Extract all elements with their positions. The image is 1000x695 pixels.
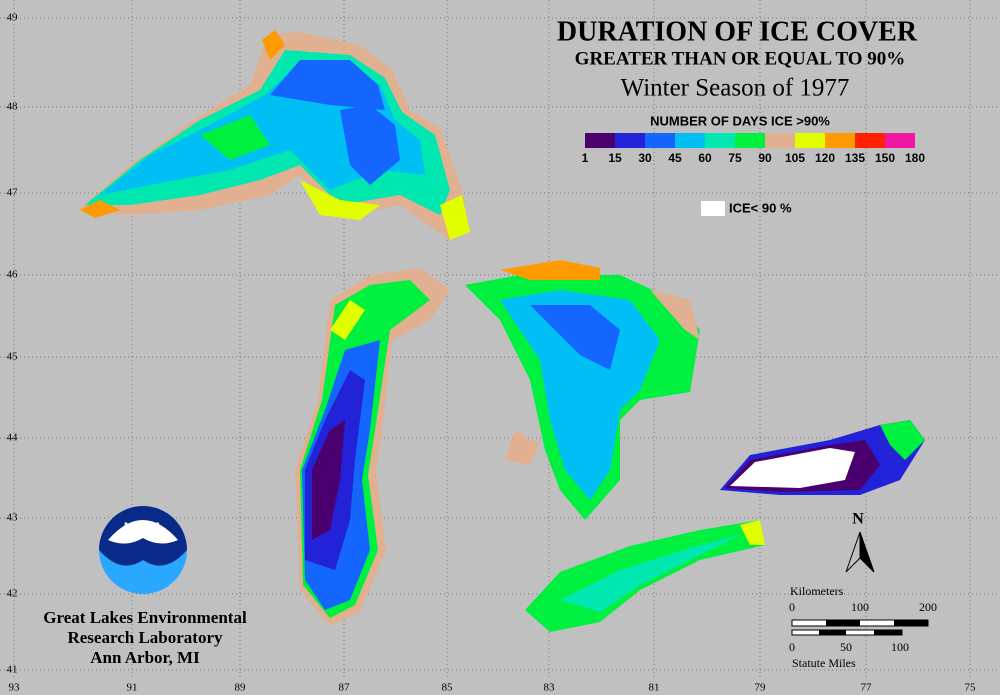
legend-swatch bbox=[675, 133, 705, 148]
legend-swatch bbox=[705, 133, 735, 148]
latitude-label: 47 bbox=[7, 187, 19, 199]
longitude-label: 93 bbox=[9, 682, 21, 694]
credit: Great Lakes Environmental bbox=[43, 608, 247, 627]
noaa-logo: NOAA bbox=[99, 506, 187, 594]
scale-km-tick: 100 bbox=[851, 600, 869, 614]
credit: Research Laboratory bbox=[67, 628, 223, 647]
longitude-label: 91 bbox=[127, 682, 138, 694]
longitude-label: 77 bbox=[861, 682, 873, 694]
lake-ontario bbox=[720, 420, 925, 495]
subtitle: GREATER THAN OR EQUAL TO 90% bbox=[575, 48, 906, 69]
scale-mi-title: Statute Miles bbox=[792, 656, 856, 670]
title: DURATION OF ICE COVER bbox=[557, 16, 918, 47]
legend-label: 75 bbox=[728, 151, 742, 165]
legend-label: 120 bbox=[815, 151, 835, 165]
legend-swatch bbox=[765, 133, 795, 148]
legend-label: 1 bbox=[582, 151, 589, 165]
scale-bar bbox=[791, 619, 929, 636]
north-arrow bbox=[859, 531, 875, 573]
legend-label: 45 bbox=[668, 151, 682, 165]
legend-swatch bbox=[885, 133, 915, 148]
legend-title: NUMBER OF DAYS ICE >90% bbox=[650, 113, 830, 128]
latitude-label: 48 bbox=[7, 101, 19, 113]
legend-swatch bbox=[795, 133, 825, 148]
legend-label: 135 bbox=[845, 151, 865, 165]
legend-label: 15 bbox=[608, 151, 622, 165]
legend-label: 105 bbox=[785, 151, 805, 165]
scale-km-tick: 200 bbox=[919, 600, 937, 614]
latitude-label: 46 bbox=[7, 269, 19, 281]
lake-huron bbox=[465, 260, 700, 520]
legend: 1 15 30 45 60 75 90 105 120 135 150 180 bbox=[582, 133, 925, 165]
legend-label: 30 bbox=[638, 151, 652, 165]
legend-label: 180 bbox=[905, 151, 925, 165]
legend-swatch bbox=[855, 133, 885, 148]
season: Winter Season of 1977 bbox=[621, 75, 850, 102]
latitude-label: 45 bbox=[7, 351, 19, 363]
legend-swatch bbox=[615, 133, 645, 148]
longitude-label: 75 bbox=[965, 682, 977, 694]
ice-note: ICE< 90 % bbox=[729, 200, 792, 215]
latitude-label: 42 bbox=[7, 588, 18, 600]
legend-label: 150 bbox=[875, 151, 895, 165]
longitude-label: 81 bbox=[649, 682, 660, 694]
legend-swatch bbox=[645, 133, 675, 148]
latitude-label: 41 bbox=[7, 664, 18, 676]
lake-superior bbox=[78, 30, 470, 240]
longitude-label: 87 bbox=[339, 682, 351, 694]
legend-swatch bbox=[735, 133, 765, 148]
credit: Ann Arbor, MI bbox=[90, 648, 200, 667]
scale-mi-tick: 50 bbox=[840, 640, 852, 654]
legend-label: 60 bbox=[698, 151, 712, 165]
scale-mi-tick: 100 bbox=[891, 640, 909, 654]
longitude-label: 89 bbox=[235, 682, 247, 694]
latitude-label: 43 bbox=[7, 512, 19, 524]
scale-km-title: Kilometers bbox=[790, 584, 844, 598]
latitude-label: 49 bbox=[7, 12, 19, 24]
ice-swatch bbox=[701, 201, 725, 216]
logo-text: NOAA bbox=[124, 519, 163, 534]
legend-swatch bbox=[825, 133, 855, 148]
legend-swatch bbox=[585, 133, 615, 148]
longitude-label: 83 bbox=[544, 682, 556, 694]
legend-label: 90 bbox=[758, 151, 772, 165]
latitude-label: 44 bbox=[7, 432, 19, 444]
longitude-label: 79 bbox=[755, 682, 767, 694]
north-label: N bbox=[852, 511, 864, 528]
scale-mi-tick: 0 bbox=[789, 640, 795, 654]
lake-michigan bbox=[295, 268, 450, 626]
lake-erie bbox=[525, 520, 765, 632]
scale-km-tick: 0 bbox=[789, 600, 795, 614]
longitude-label: 85 bbox=[442, 682, 454, 694]
